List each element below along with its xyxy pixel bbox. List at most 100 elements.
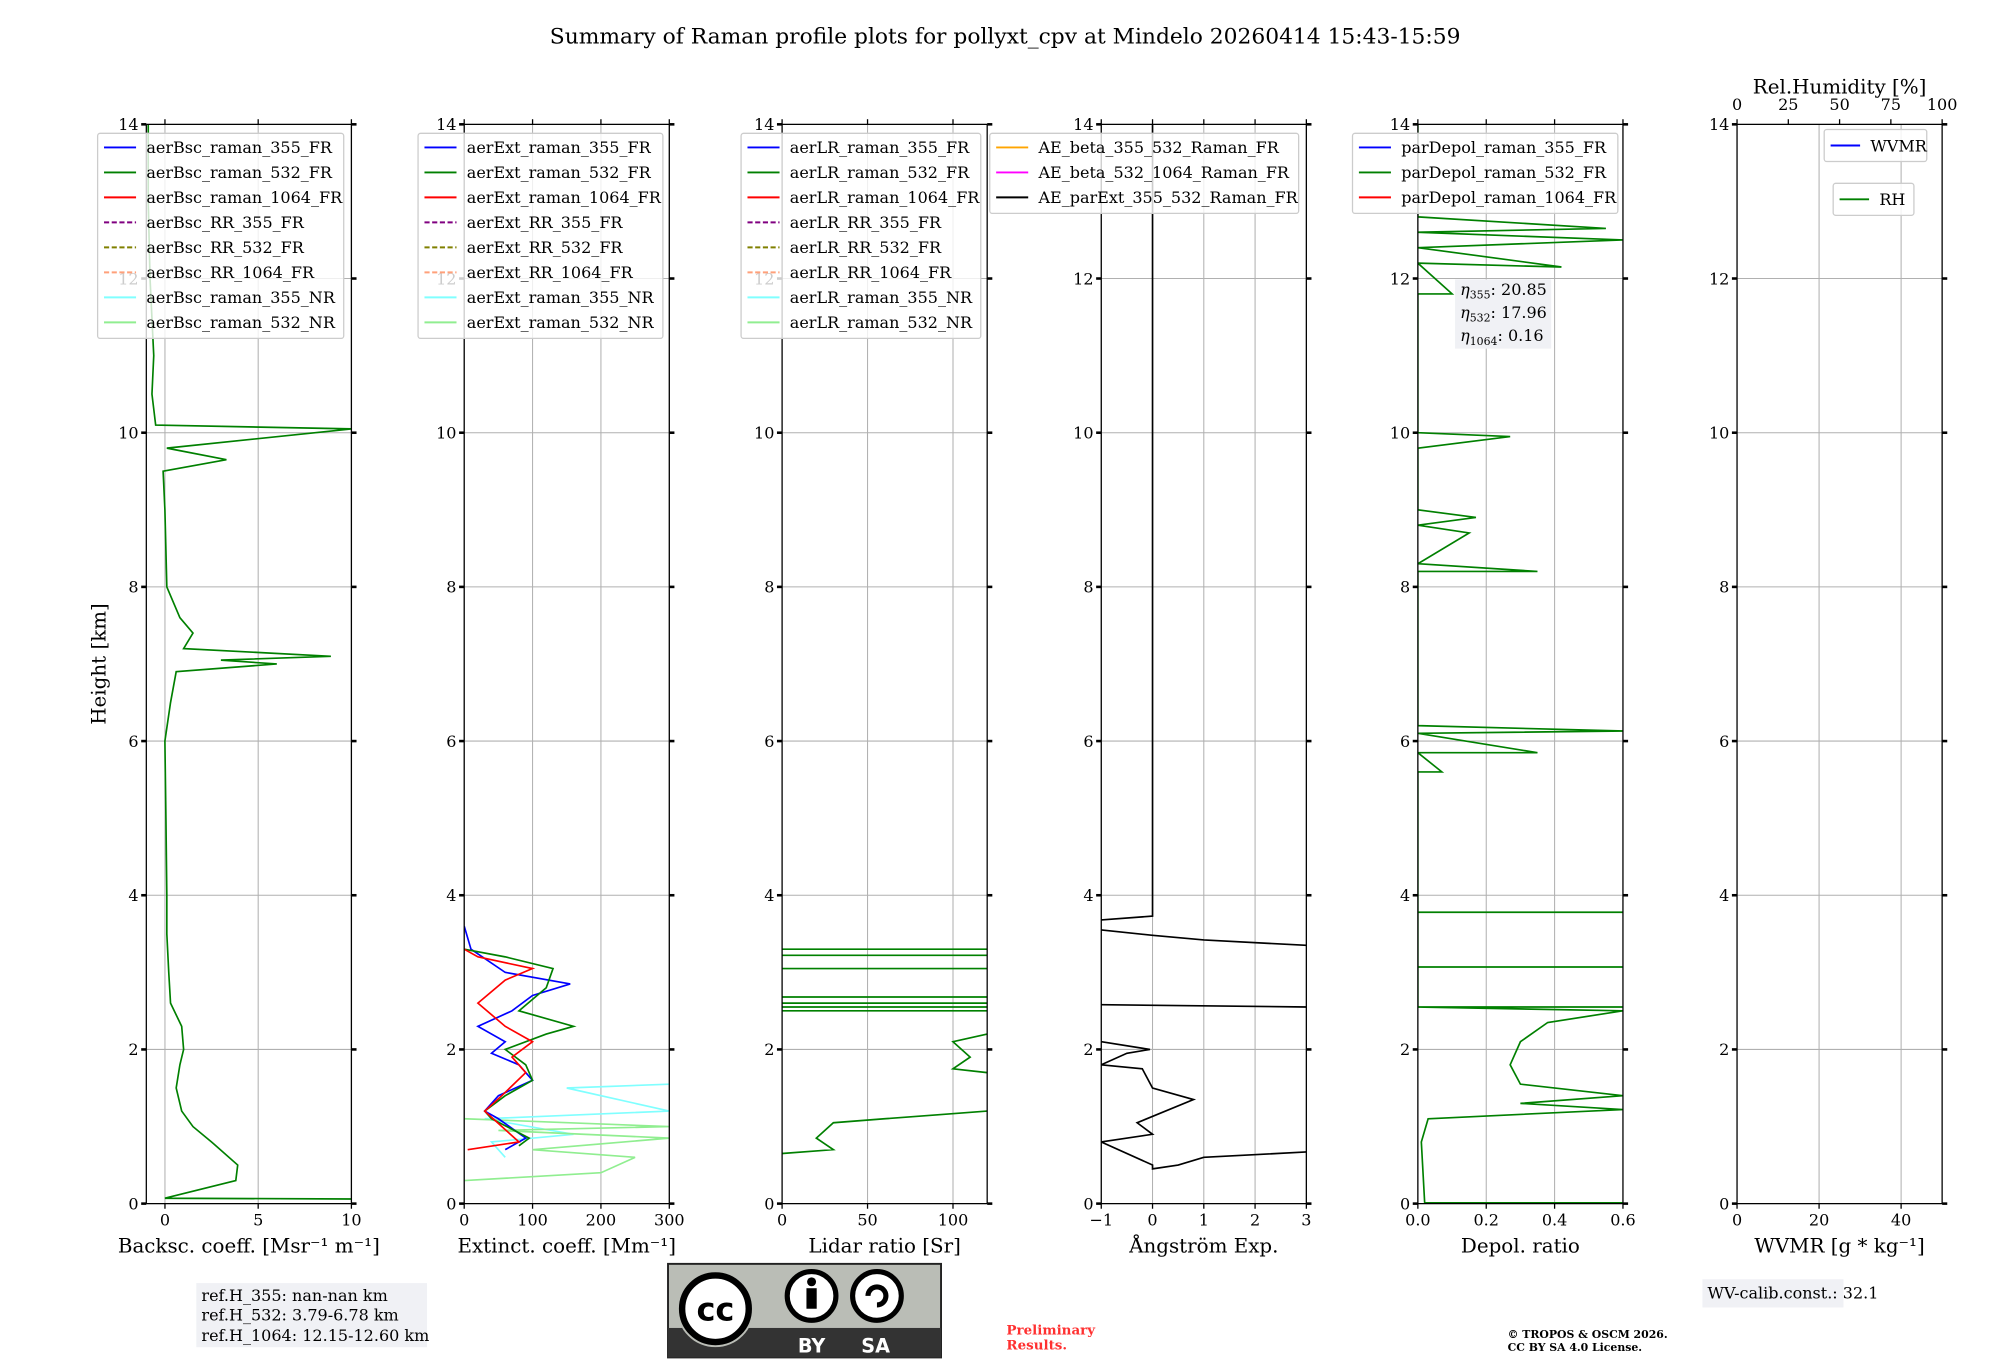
- y-tick-label: 10: [1390, 423, 1410, 442]
- y-tick-label: 14: [1073, 115, 1093, 134]
- x-tick-label: 0: [777, 1210, 787, 1229]
- y-tick-label: 8: [128, 578, 138, 597]
- y-tick-label: 0: [764, 1194, 774, 1213]
- legend-label: AE_beta_355_532_Raman_FR: [1037, 138, 1279, 157]
- legend: aerLR_raman_355_FR aerLR_raman_532_FR aerL…: [740, 132, 982, 340]
- sa-label: SA: [861, 1334, 890, 1357]
- legend-label: parDepol_raman_1064_FR: [1401, 188, 1617, 207]
- x-tick-label: 3: [1301, 1210, 1311, 1229]
- ref-height-355: ref.H_355: nan-nan km: [201, 1286, 387, 1305]
- legend-label: RH: [1879, 190, 1905, 209]
- legend-item: aerBsc_raman_532_NR: [104, 313, 336, 332]
- sa-share-alike-icon: [850, 1268, 904, 1323]
- eta-1064: η1064: 0.16: [1460, 326, 1543, 348]
- legend-label: aerBsc_raman_532_NR: [146, 313, 336, 332]
- legend-label: aerExt_raman_532_FR: [467, 163, 652, 182]
- x-tick-label: 0.2: [1473, 1210, 1498, 1229]
- y-axis-label: Height [km]: [87, 603, 110, 725]
- legend-label: aerBsc_RR_532_FR: [146, 238, 304, 257]
- legend-label: aerLR_raman_355_FR: [790, 138, 970, 157]
- legend-item: AE_beta_532_1064_Raman_FR: [996, 163, 1290, 182]
- x-tick-label: 0.6: [1610, 1210, 1635, 1229]
- legend-item: aerBsc_RR_1064_FR: [104, 263, 315, 282]
- y-tick-label: 10: [1073, 423, 1093, 442]
- top-x-tick-label: 0: [1732, 95, 1742, 114]
- series-aerBsc_raman_532_FR: [147, 124, 352, 1200]
- y-tick-label: 14: [1709, 115, 1729, 134]
- legend-label: aerLR_raman_1064_FR: [790, 188, 981, 207]
- legend-label: aerBsc_raman_355_FR: [146, 138, 333, 157]
- copyright-line2: CC BY SA 4.0 License.: [1508, 1341, 1642, 1354]
- x-tick-label: 5: [253, 1210, 263, 1229]
- y-tick-label: 4: [764, 886, 774, 905]
- legend: aerExt_raman_355_FR aerExt_raman_532_FRae…: [417, 132, 664, 340]
- legend-item: parDepol_raman_355_FR: [1358, 138, 1607, 157]
- y-tick-label: 2: [764, 1040, 774, 1059]
- cc-by-sa-license-logo: cc BY SA: [667, 1262, 942, 1359]
- legend-label: AE_beta_532_1064_Raman_FR: [1037, 163, 1289, 182]
- preliminary-note-line2: Results.: [1006, 1338, 1067, 1354]
- y-tick-label: 2: [446, 1040, 456, 1059]
- preliminary-note-line1: Preliminary: [1006, 1322, 1096, 1338]
- legend-item: aerLR_raman_355_FR: [747, 138, 970, 157]
- copyright-line1: © TROPOS & OSCM 2026.: [1508, 1328, 1668, 1341]
- legend-label: aerBsc_raman_355_NR: [146, 288, 336, 307]
- legend-item: aerExt_raman_355_FR: [424, 138, 652, 157]
- reference-heights-box: ref.H_355: nan-nan km ref.H_532: 3.79-6.…: [196, 1283, 429, 1348]
- panel-3: 02468101214050100Lidar ratio [Sr]aerLR_r…: [740, 115, 993, 1257]
- legend-item: aerBsc_raman_355_FR: [104, 138, 333, 157]
- top-x-tick-label: 75: [1881, 95, 1901, 114]
- legend-label: aerExt_RR_1064_FR: [467, 263, 634, 282]
- legend-item: aerBsc_raman_1064_FR: [104, 188, 343, 207]
- legend-item: aerExt_raman_532_NR: [424, 313, 654, 332]
- x-tick-label: 200: [586, 1210, 617, 1229]
- y-tick-label: 12: [1073, 269, 1093, 288]
- y-tick-label: 8: [1719, 578, 1729, 597]
- x-axis-label: Lidar ratio [Sr]: [808, 1234, 960, 1257]
- legend-label: aerBsc_RR_355_FR: [146, 213, 304, 232]
- legend-label: aerExt_raman_532_NR: [467, 313, 655, 332]
- legend-item: aerExt_RR_355_FR: [424, 213, 623, 232]
- legend-label: aerBsc_raman_1064_FR: [146, 188, 343, 207]
- x-tick-label: 1: [1199, 1210, 1209, 1229]
- legend-item: parDepol_raman_1064_FR: [1358, 188, 1617, 207]
- y-tick-label: 4: [1719, 886, 1729, 905]
- legend-item: AE_parExt_355_532_Raman_FR: [996, 188, 1299, 207]
- x-axis-label: Ångström Exp.: [1128, 1232, 1278, 1257]
- y-tick-label: 6: [1400, 732, 1410, 751]
- y-tick-label: 10: [754, 423, 774, 442]
- y-tick-label: 2: [1083, 1040, 1093, 1059]
- legend-label: aerBsc_RR_1064_FR: [146, 263, 315, 282]
- legend-item: aerLR_RR_1064_FR: [747, 263, 952, 282]
- legend-label: WVMR: [1870, 136, 1927, 155]
- legend-label: aerLR_raman_532_NR: [790, 313, 973, 332]
- y-tick-label: 2: [1400, 1040, 1410, 1059]
- legend-item: aerBsc_raman_355_NR: [104, 288, 336, 307]
- wv-calibration-box: WV-calib.const.: 32.1: [1702, 1279, 1878, 1308]
- x-tick-label: 0: [1732, 1210, 1742, 1229]
- legend-label: aerLR_raman_532_FR: [790, 163, 970, 182]
- y-tick-label: 4: [446, 886, 456, 905]
- legend-item: aerLR_RR_355_FR: [747, 213, 942, 232]
- cc-icon: [678, 1272, 752, 1346]
- legend-item: aerLR_raman_355_NR: [747, 288, 973, 307]
- legend-item: aerExt_raman_532_FR: [424, 163, 652, 182]
- x-tick-label: 300: [654, 1210, 685, 1229]
- y-tick-label: 6: [764, 732, 774, 751]
- legend: AE_beta_355_532_Raman_FR AE_beta_532_1064…: [989, 132, 1300, 215]
- y-tick-label: 0: [1719, 1194, 1729, 1213]
- y-tick-label: 2: [128, 1040, 138, 1059]
- legend-item: parDepol_raman_532_FR: [1358, 163, 1607, 182]
- top-x-tick-label: 25: [1778, 95, 1798, 114]
- series-aerExt_raman_1064_FR: [464, 948, 536, 1151]
- y-tick-label: 0: [1400, 1194, 1410, 1213]
- x-axis-label: Depol. ratio: [1461, 1234, 1580, 1257]
- legend-item: aerExt_RR_532_FR: [424, 238, 623, 257]
- x-tick-label: 0: [459, 1210, 469, 1229]
- legend-item: aerExt_RR_1064_FR: [424, 263, 634, 282]
- series-aerLR_raman_532_FR: [782, 948, 988, 1155]
